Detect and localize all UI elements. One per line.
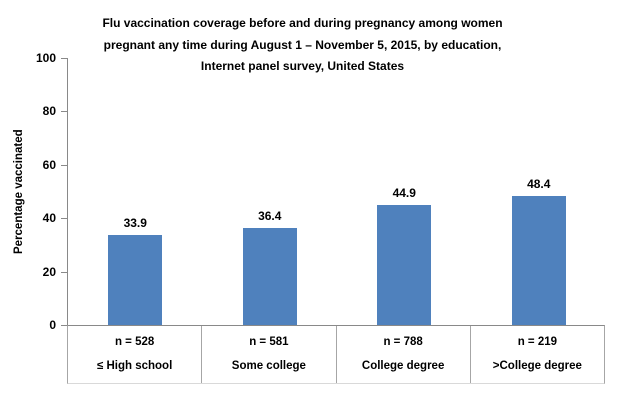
bar-slot: 44.9 [337, 58, 472, 325]
bar [377, 205, 432, 325]
table-cell: n = 219 >College degree [471, 326, 604, 383]
y-tick-label: 20 [42, 264, 56, 279]
y-tick-label: 60 [42, 157, 56, 172]
plot-area: 33.9 36.4 44.9 48.4 [67, 58, 606, 325]
bar-value-label: 33.9 [123, 215, 147, 230]
bar-value-label: 36.4 [258, 208, 282, 223]
category-label: ≤ High school [96, 360, 173, 372]
sample-size-label: n = 581 [249, 336, 289, 348]
bar-slot: 48.4 [472, 58, 607, 325]
table-cell: n = 528 ≤ High school [68, 326, 203, 383]
chart-title-line: pregnant any time during August 1 – Nove… [103, 37, 502, 52]
y-tick-mark [61, 58, 67, 59]
category-label: >College degree [492, 360, 582, 372]
bar [511, 195, 566, 325]
y-tick-mark [61, 111, 67, 113]
table-cell: n = 581 Some college [202, 326, 337, 383]
sample-size-label: n = 788 [383, 336, 423, 348]
category-label: College degree [361, 360, 445, 372]
y-tick-mark [61, 271, 67, 273]
y-tick-mark [61, 325, 67, 326]
y-tick-label: 0 [49, 318, 56, 332]
category-table: n = 528 ≤ High school n = 581 Some college n… [67, 325, 605, 384]
bar-value-label: 44.9 [392, 186, 416, 201]
chart-title-line: Flu vaccination coverage before and duri… [102, 16, 503, 30]
bar-slot: 33.9 [68, 58, 203, 325]
bar-value-label: 48.4 [527, 176, 551, 191]
bar [108, 234, 163, 325]
y-tick-mark [61, 218, 67, 220]
y-tick-mark [61, 164, 67, 166]
sample-size-label: n = 528 [114, 336, 155, 348]
y-tick-label: 100 [35, 51, 56, 65]
sample-size-label: n = 219 [517, 336, 558, 348]
table-cell: n = 788 College degree [337, 326, 471, 383]
y-tick-label: 40 [42, 211, 56, 226]
y-axis-title: Percentage vaccinated [13, 129, 25, 254]
category-label: Some college [231, 360, 306, 372]
y-tick-label: 80 [42, 104, 56, 119]
chart-title: Flu vaccination coverage before and duri… [0, 13, 605, 78]
bar-slot: 36.4 [203, 58, 338, 325]
chart-title-line: Internet panel survey, United States [200, 59, 405, 73]
bar [242, 227, 297, 325]
